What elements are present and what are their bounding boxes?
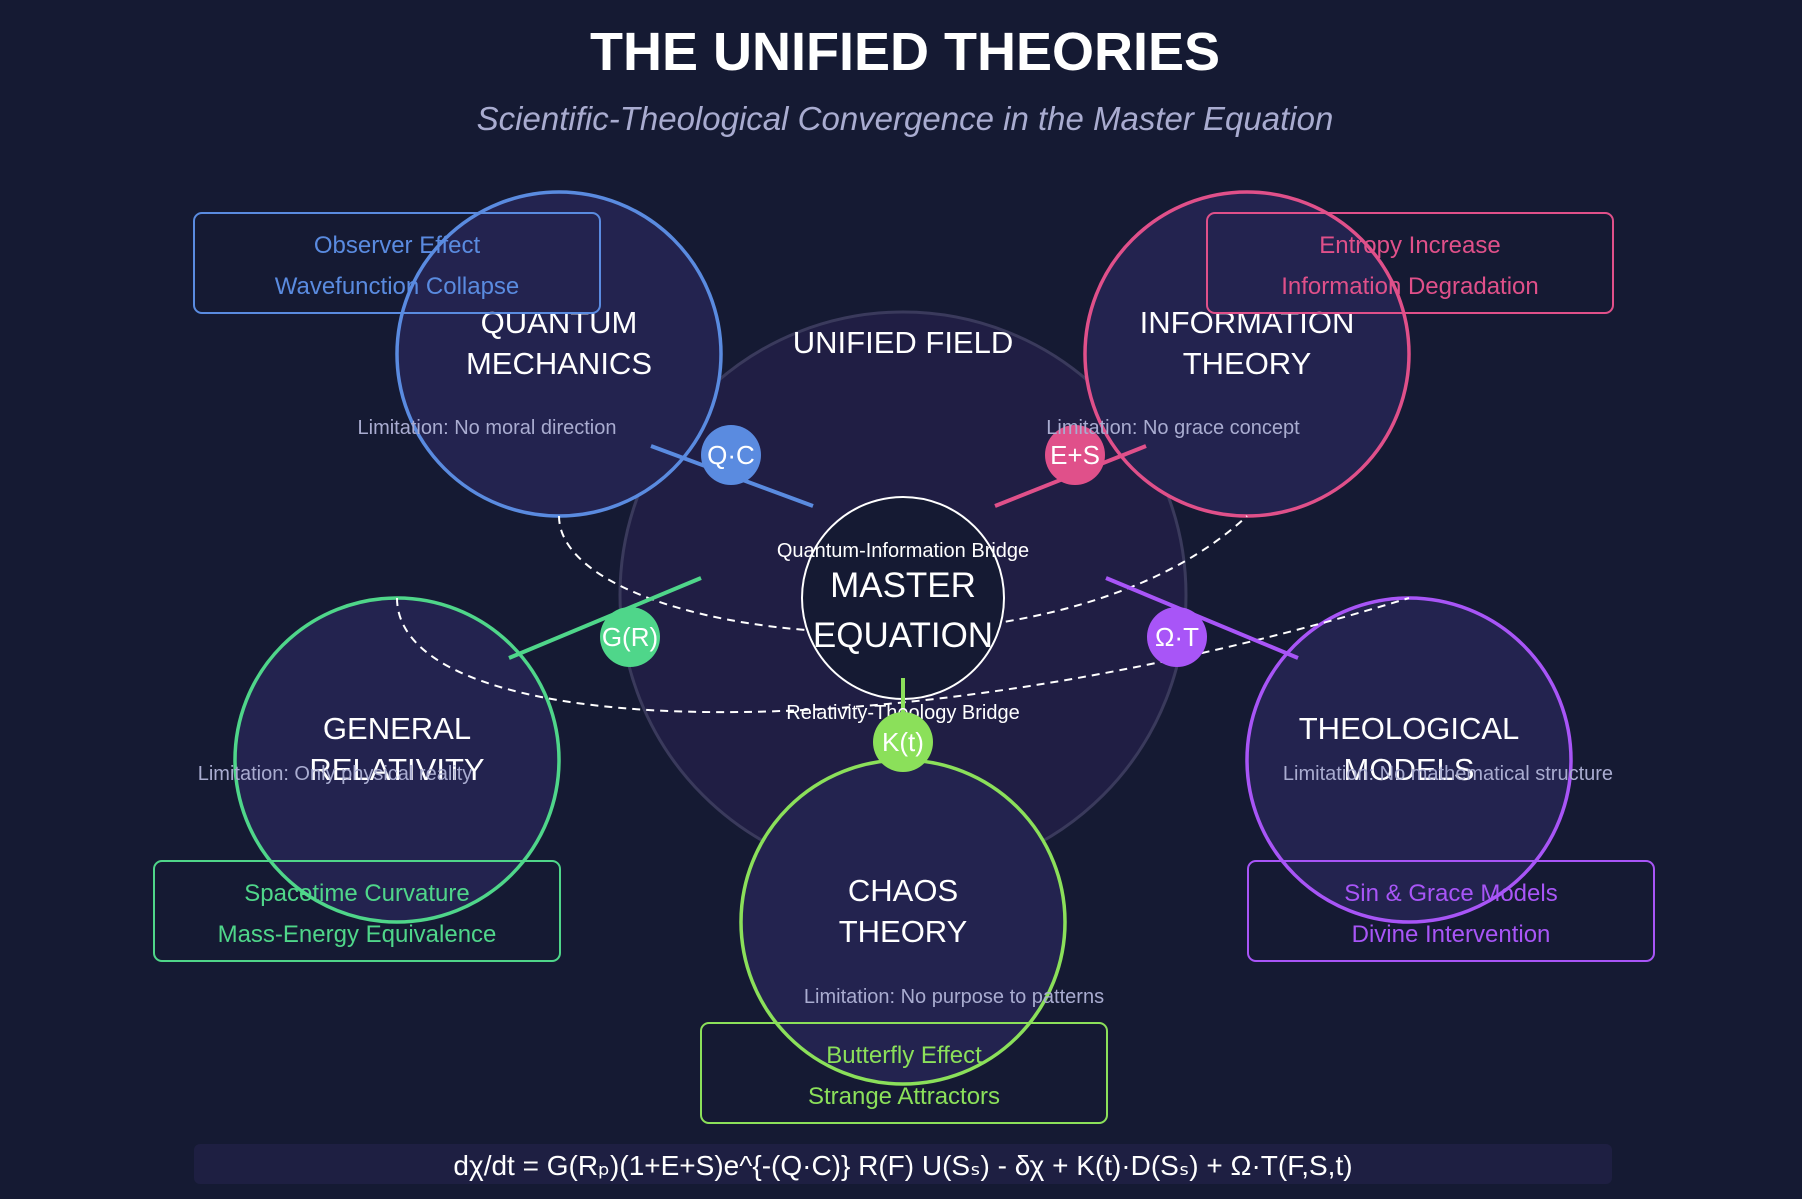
master-equation-formula: dχ/dt = G(Rₚ)(1+E+S)e^{-(Q·C)} R(F) U(Sₛ… <box>453 1150 1352 1181</box>
chaos-feature-2: Strange Attractors <box>808 1083 1000 1110</box>
quantum-limitation: Limitation: No moral direction <box>358 417 617 439</box>
theology-limitation: Limitation: No mathematical structure <box>1283 763 1613 785</box>
relativity-features-box <box>153 860 561 962</box>
master-title-line2: EQUATION <box>813 616 993 655</box>
quantum-features: Observer Effect Wavefunction Collapse <box>193 212 601 314</box>
quantum-features-box <box>193 212 601 314</box>
theology-theory: THEOLOGICAL MODELS <box>1245 596 1573 924</box>
theology-feature-2: Divine Intervention <box>1352 921 1551 948</box>
theology-badge-circle <box>1147 607 1207 667</box>
information-badge[interactable]: E+S <box>1045 425 1105 485</box>
equation-bar <box>194 1144 1612 1184</box>
quantum-badge[interactable]: Q·C <box>701 425 761 485</box>
chaos-title-line2: THEORY <box>839 914 968 949</box>
chaos-feature-1: Butterfly Effect <box>826 1042 982 1069</box>
chaos-features: Butterfly Effect Strange Attractors <box>700 1022 1108 1124</box>
relativity-connector-line <box>508 576 702 660</box>
chaos-badge-circle <box>873 712 933 772</box>
theology-connector-line <box>1105 576 1299 660</box>
relativity-feature-1: Spacetime Curvature <box>244 880 469 907</box>
chaos-limitation: Limitation: No purpose to patterns <box>804 986 1104 1008</box>
quantum-title-line1: QUANTUM <box>481 305 638 340</box>
theology-title-line1: THEOLOGICAL <box>1299 711 1520 746</box>
chaos-features-box <box>700 1022 1108 1124</box>
theology-features: Sin & Grace Models Divine Intervention <box>1247 860 1655 962</box>
information-theory: INFORMATION THEORY <box>1083 190 1411 518</box>
relativity-title-line2: RELATIVITY <box>309 752 484 787</box>
relativity-feature-2: Mass-Energy Equivalence <box>218 921 497 948</box>
quantum-feature-2: Wavefunction Collapse <box>275 273 520 300</box>
theology-badge-label: Ω·T <box>1155 622 1199 652</box>
relativity-limitation: Limitation: Only physical reality <box>198 763 473 785</box>
relativity-badge-circle <box>600 607 660 667</box>
quantum-theory: QUANTUM MECHANICS <box>395 190 723 518</box>
unified-field-label: UNIFIED FIELD <box>793 325 1013 360</box>
theology-features-box <box>1247 860 1655 962</box>
bridge-label-quantum-information: Quantum-Information Bridge <box>777 540 1029 562</box>
information-title-line2: THEORY <box>1183 346 1312 381</box>
information-features-box <box>1206 212 1614 314</box>
information-badge-circle <box>1045 425 1105 485</box>
page-subtitle: Scientific-Theological Convergence in th… <box>477 100 1334 137</box>
relativity-badge[interactable]: G(R) <box>600 607 660 667</box>
relativity-theory: GENERAL RELATIVITY <box>233 596 561 924</box>
quantum-title-line2: MECHANICS <box>466 346 652 381</box>
quantum-feature-1: Observer Effect <box>314 232 481 259</box>
relativity-badge-label: G(R) <box>602 622 658 652</box>
information-feature-2: Information Degradation <box>1281 273 1538 300</box>
relativity-title-line1: GENERAL <box>323 711 471 746</box>
information-features: Entropy Increase Information Degradation <box>1206 212 1614 314</box>
relativity-features: Spacetime Curvature Mass-Energy Equivale… <box>153 860 561 962</box>
page-title: THE UNIFIED THEORIES <box>590 22 1220 82</box>
chaos-title-line1: CHAOS <box>848 873 958 908</box>
chaos-theory: CHAOS THEORY <box>739 758 1067 1086</box>
information-badge-label: E+S <box>1050 440 1100 470</box>
theology-feature-1: Sin & Grace Models <box>1344 880 1557 907</box>
information-limitation: Limitation: No grace concept <box>1046 417 1300 439</box>
theology-badge[interactable]: Ω·T <box>1147 607 1207 667</box>
quantum-badge-label: Q·C <box>707 440 755 470</box>
chaos-badge-label: K(t) <box>882 727 924 757</box>
chaos-badge[interactable]: K(t) <box>873 712 933 772</box>
information-title-line1: INFORMATION <box>1140 305 1355 340</box>
master-title-line1: MASTER <box>830 566 976 605</box>
theology-title-line2: MODELS <box>1344 752 1475 787</box>
quantum-badge-circle <box>701 425 761 485</box>
information-feature-1: Entropy Increase <box>1319 232 1500 259</box>
